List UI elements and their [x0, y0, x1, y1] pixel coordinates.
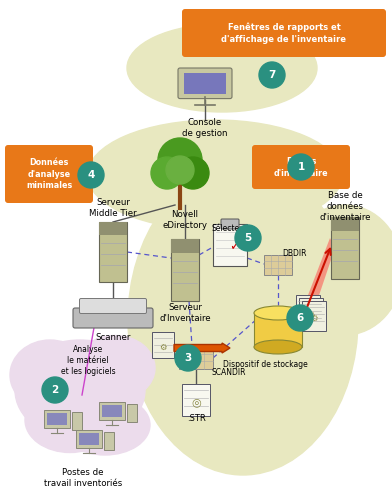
- Text: ✓: ✓: [229, 241, 239, 253]
- FancyBboxPatch shape: [331, 217, 359, 231]
- FancyBboxPatch shape: [5, 145, 93, 203]
- FancyBboxPatch shape: [182, 384, 210, 416]
- FancyBboxPatch shape: [252, 145, 350, 189]
- Ellipse shape: [10, 340, 90, 410]
- Text: ⚙: ⚙: [310, 314, 318, 323]
- Text: Sélecteur: Sélecteur: [212, 224, 248, 233]
- Circle shape: [151, 157, 183, 189]
- FancyBboxPatch shape: [171, 239, 199, 301]
- Circle shape: [175, 345, 201, 371]
- FancyBboxPatch shape: [79, 433, 99, 445]
- Text: SCANDIR: SCANDIR: [212, 368, 247, 377]
- FancyBboxPatch shape: [296, 295, 320, 325]
- Text: Serveur
Middle Tier: Serveur Middle Tier: [89, 198, 137, 218]
- Ellipse shape: [127, 24, 317, 112]
- FancyBboxPatch shape: [184, 73, 226, 94]
- Text: 3: 3: [184, 353, 192, 363]
- Text: 1: 1: [298, 162, 305, 172]
- FancyBboxPatch shape: [213, 224, 247, 266]
- FancyBboxPatch shape: [178, 68, 232, 98]
- Text: .STR: .STR: [187, 414, 205, 422]
- Text: Base de
données
d'inventaire: Base de données d'inventaire: [319, 191, 371, 222]
- FancyBboxPatch shape: [44, 410, 70, 428]
- Ellipse shape: [254, 340, 302, 354]
- Ellipse shape: [25, 388, 115, 452]
- FancyBboxPatch shape: [179, 347, 213, 369]
- Text: ◎: ◎: [191, 397, 201, 407]
- Text: 6: 6: [296, 313, 304, 323]
- FancyBboxPatch shape: [331, 217, 359, 279]
- Text: Règles
d'inventaire: Règles d'inventaire: [274, 157, 328, 177]
- FancyBboxPatch shape: [72, 412, 82, 430]
- Text: ⚙: ⚙: [159, 342, 167, 351]
- FancyBboxPatch shape: [264, 255, 292, 275]
- Ellipse shape: [75, 335, 155, 401]
- Circle shape: [78, 162, 104, 188]
- FancyBboxPatch shape: [73, 308, 153, 328]
- Text: Console
de gestion: Console de gestion: [182, 118, 228, 138]
- Circle shape: [259, 62, 285, 88]
- Text: Fenêtres de rapports et
d'affichage de l'inventaire: Fenêtres de rapports et d'affichage de l…: [221, 22, 347, 44]
- FancyBboxPatch shape: [299, 298, 323, 328]
- Text: Novell
eDirectory: Novell eDirectory: [163, 210, 207, 230]
- FancyBboxPatch shape: [99, 402, 125, 420]
- Text: Données
d'analyse
minimales: Données d'analyse minimales: [26, 158, 72, 190]
- Ellipse shape: [287, 205, 392, 335]
- FancyBboxPatch shape: [152, 332, 174, 358]
- Ellipse shape: [128, 165, 358, 475]
- Ellipse shape: [254, 306, 302, 320]
- Circle shape: [235, 225, 261, 251]
- Text: 5: 5: [244, 233, 252, 243]
- FancyBboxPatch shape: [99, 222, 127, 282]
- Text: 7: 7: [268, 70, 276, 80]
- Polygon shape: [300, 238, 335, 328]
- FancyArrow shape: [174, 343, 230, 353]
- FancyBboxPatch shape: [221, 219, 239, 229]
- Circle shape: [166, 156, 194, 184]
- Text: Scanner: Scanner: [95, 333, 131, 342]
- Circle shape: [177, 157, 209, 189]
- Ellipse shape: [15, 340, 145, 440]
- FancyBboxPatch shape: [47, 413, 67, 425]
- FancyBboxPatch shape: [104, 432, 114, 450]
- Circle shape: [158, 138, 202, 182]
- FancyBboxPatch shape: [99, 222, 127, 235]
- FancyBboxPatch shape: [76, 430, 102, 448]
- Text: 2: 2: [51, 385, 59, 395]
- FancyBboxPatch shape: [102, 405, 122, 417]
- Circle shape: [288, 154, 314, 180]
- Text: Postes de
travail inventoriés: Postes de travail inventoriés: [44, 468, 122, 488]
- FancyBboxPatch shape: [254, 313, 302, 347]
- FancyBboxPatch shape: [80, 299, 147, 314]
- FancyBboxPatch shape: [171, 239, 199, 252]
- FancyBboxPatch shape: [302, 301, 326, 331]
- Text: Analyse
le matériel
et les logiciels: Analyse le matériel et les logiciels: [61, 345, 115, 376]
- Ellipse shape: [60, 395, 150, 455]
- FancyBboxPatch shape: [182, 9, 386, 57]
- Ellipse shape: [87, 120, 343, 230]
- Circle shape: [287, 305, 313, 331]
- Text: DBDIR: DBDIR: [282, 248, 307, 257]
- Text: Serveur
d'Inventaire: Serveur d'Inventaire: [159, 303, 211, 323]
- Text: ⚙: ⚙: [304, 308, 312, 317]
- Text: Dispositif de stockage: Dispositif de stockage: [223, 360, 307, 369]
- FancyBboxPatch shape: [127, 404, 137, 422]
- Text: ⚙: ⚙: [307, 311, 315, 320]
- Text: 4: 4: [87, 170, 95, 180]
- Circle shape: [42, 377, 68, 403]
